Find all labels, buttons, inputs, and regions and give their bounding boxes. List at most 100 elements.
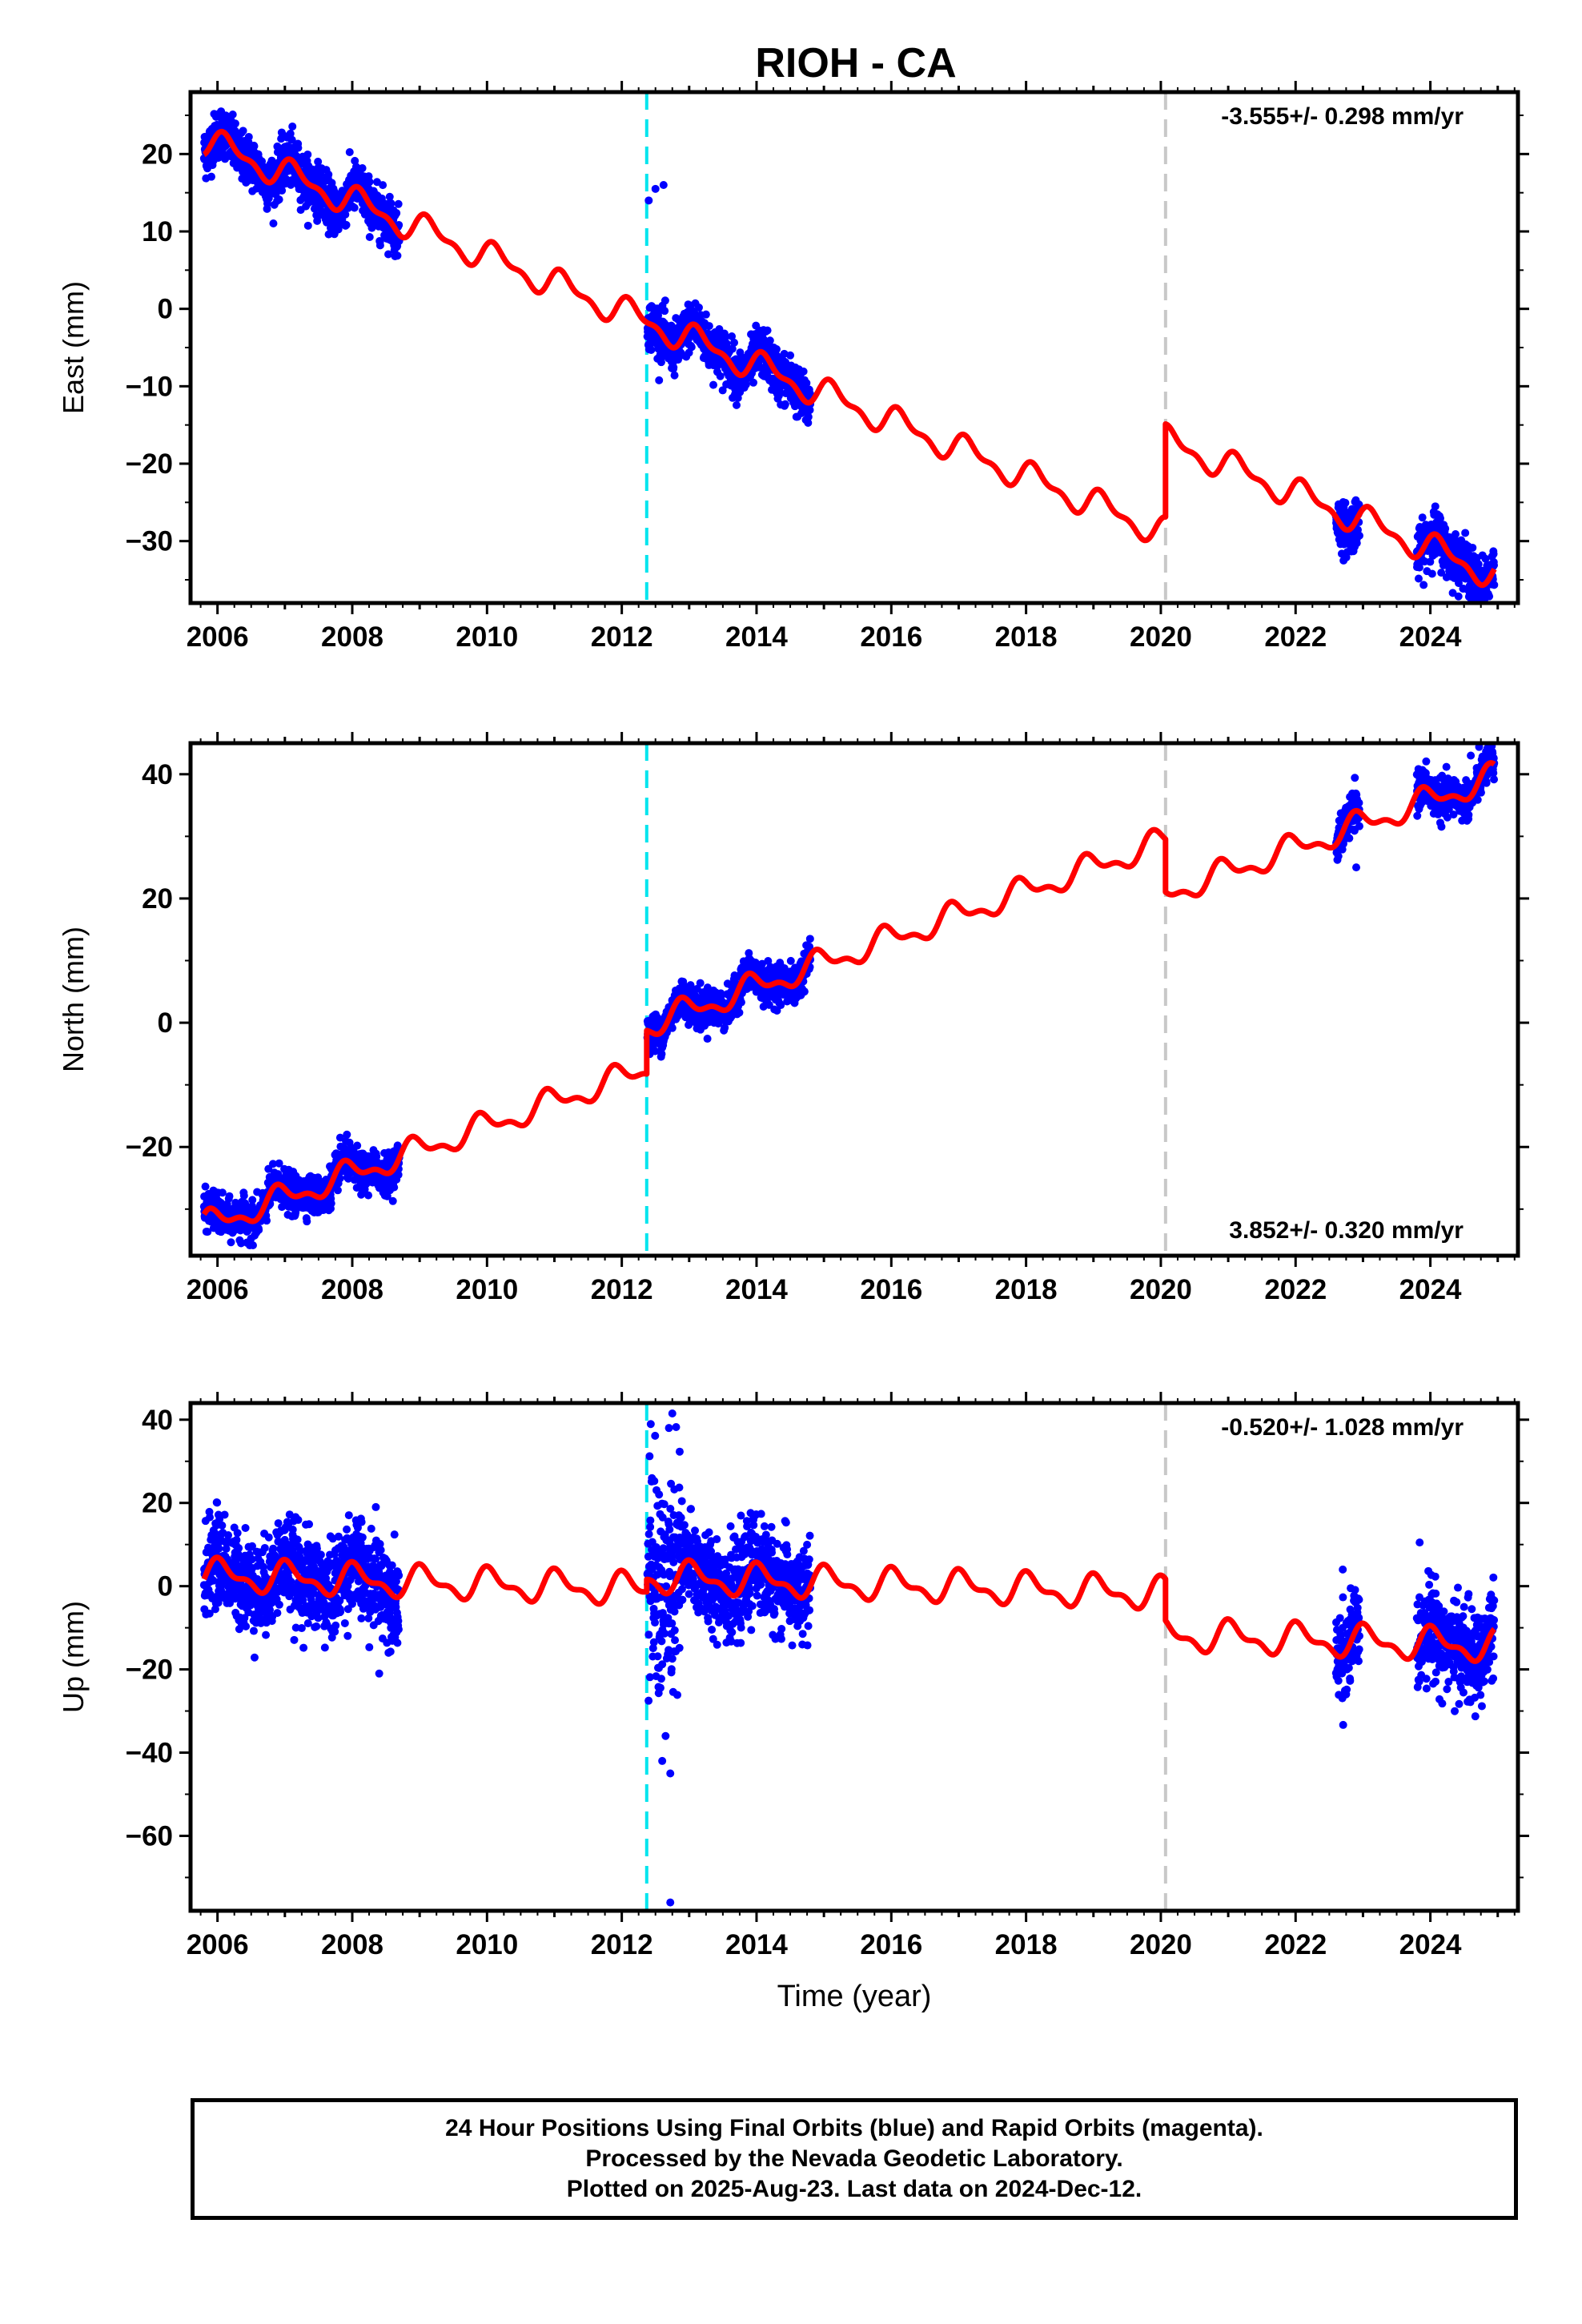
data-point — [385, 192, 394, 201]
data-point — [1334, 852, 1343, 861]
data-point — [250, 142, 259, 151]
data-points — [199, 107, 1499, 625]
x-tick-label: 2022 — [1264, 621, 1327, 653]
data-point — [258, 157, 267, 166]
data-point — [1431, 502, 1439, 511]
data-point — [1489, 549, 1498, 558]
data-point — [703, 1035, 712, 1043]
data-point — [244, 132, 253, 141]
y-tick-label: −20 — [126, 448, 173, 480]
data-point — [314, 157, 323, 166]
data-point — [728, 332, 737, 340]
data-point — [273, 142, 282, 151]
y-tick-label: −30 — [126, 526, 173, 557]
data-point — [696, 979, 705, 987]
y-tick-label: −10 — [126, 371, 173, 402]
data-point — [669, 363, 678, 372]
data-point — [1414, 574, 1423, 583]
data-point — [358, 164, 367, 173]
data-point — [201, 1182, 210, 1191]
data-point — [802, 379, 811, 388]
data-point — [661, 307, 669, 316]
x-tick-label: 2008 — [321, 621, 383, 653]
panel-east: 2006 2008 2010 2012 2014 2016 2018 2020 2022 2024… — [57, 81, 1529, 653]
data-point — [1473, 795, 1482, 804]
data-point — [384, 250, 393, 259]
data-point — [1441, 525, 1450, 533]
data-point — [1454, 592, 1463, 601]
data-point — [687, 343, 696, 352]
data-point — [341, 210, 350, 219]
data-point — [670, 371, 679, 380]
x-tick-label: 2010 — [456, 621, 518, 653]
data-point — [1490, 775, 1499, 784]
data-point-outlier — [659, 181, 668, 189]
x-tick-label: 2024 — [1399, 621, 1462, 653]
data-point — [765, 336, 774, 345]
data-point — [763, 326, 772, 335]
data-point — [1355, 531, 1363, 540]
data-point — [275, 195, 283, 204]
data-point — [390, 1183, 399, 1192]
data-point — [737, 998, 745, 1007]
data-point — [394, 199, 403, 208]
data-point — [294, 143, 303, 152]
x-tick-label: 2012 — [591, 621, 653, 653]
data-point — [730, 338, 739, 347]
data-point — [1482, 778, 1491, 787]
data-point — [345, 148, 354, 157]
data-point — [694, 304, 703, 312]
data-point — [327, 1199, 335, 1208]
data-point — [1422, 757, 1431, 766]
data-point — [231, 119, 239, 128]
data-point — [1352, 539, 1361, 548]
data-point — [303, 1217, 311, 1226]
data-point — [709, 380, 718, 389]
data-point — [1435, 514, 1444, 523]
data-point — [1479, 617, 1487, 625]
data-point — [379, 181, 387, 190]
data-point — [387, 199, 396, 207]
data-point — [255, 1225, 263, 1234]
data-point-outlier — [651, 184, 660, 193]
data-point — [303, 221, 312, 230]
x-tick-label: 2018 — [995, 621, 1058, 653]
data-point — [1485, 592, 1494, 601]
data-point — [1490, 581, 1499, 589]
data-point — [1448, 589, 1457, 597]
data-point — [1476, 788, 1485, 797]
y-tick-label: 0 — [158, 294, 173, 325]
data-point — [218, 1188, 227, 1197]
data-point — [351, 156, 359, 165]
data-point — [1452, 530, 1460, 539]
rate-label: -3.555+/- 0.298 mm/yr — [1221, 103, 1464, 130]
data-point — [805, 935, 814, 943]
data-point — [350, 203, 359, 212]
data-point — [353, 1141, 362, 1150]
data-point — [805, 405, 814, 414]
data-point — [772, 345, 781, 354]
data-point — [804, 418, 813, 427]
data-point — [799, 367, 808, 376]
data-point — [1464, 810, 1473, 819]
data-point-outlier — [237, 1239, 246, 1248]
data-point — [225, 1192, 234, 1200]
data-point — [1345, 834, 1354, 842]
data-point — [800, 987, 809, 996]
data-point — [288, 122, 297, 131]
data-point — [728, 344, 737, 353]
data-point — [786, 351, 795, 360]
data-point — [365, 178, 374, 187]
data-point — [718, 386, 727, 395]
data-point — [1474, 560, 1483, 569]
data-point — [228, 111, 237, 119]
data-point — [392, 209, 401, 218]
y-tick-label: 10 — [142, 216, 173, 247]
data-point — [207, 172, 215, 181]
data-point — [287, 135, 296, 144]
model-line — [202, 128, 1497, 589]
y-axis-label: East (mm) — [57, 281, 90, 414]
data-point — [303, 150, 312, 159]
data-point — [661, 296, 669, 305]
data-point — [1355, 822, 1363, 830]
